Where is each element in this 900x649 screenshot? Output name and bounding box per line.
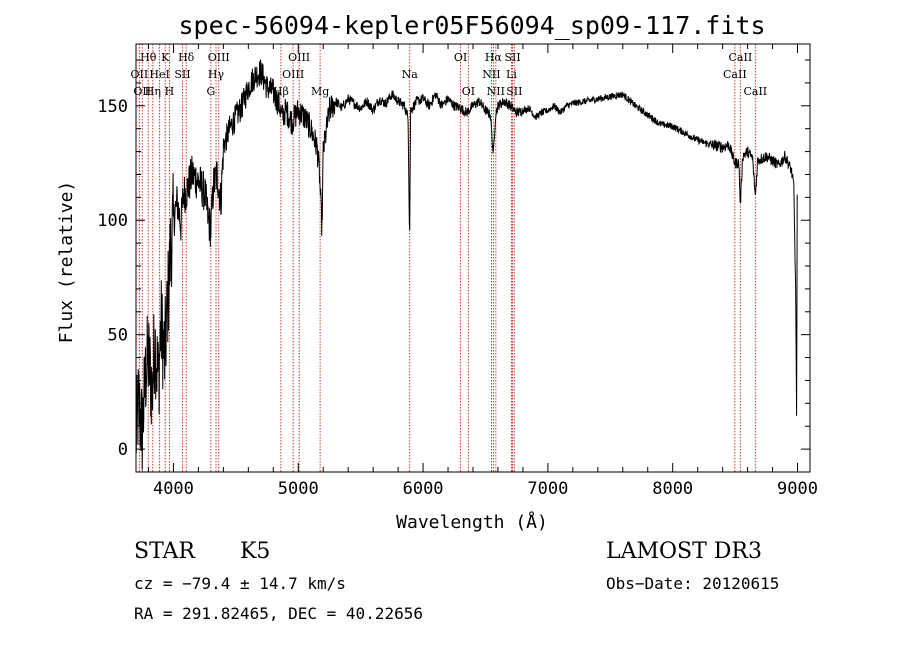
- y-axis-label: Flux (relative): [56, 181, 77, 344]
- spectral-line-label: Na: [402, 68, 419, 81]
- y-tick-label: 100: [97, 211, 128, 231]
- spectral-line-label: Li: [506, 68, 517, 81]
- spectral-line-label: Hη: [145, 85, 161, 98]
- object-class: STAR: [134, 539, 196, 564]
- spectral-line-label: Hα: [485, 51, 503, 64]
- coordinates: RA = 291.82465, DEC = 40.22656: [134, 604, 423, 623]
- spectral-line-label: OI: [454, 51, 467, 64]
- spectral-line-label: CaII: [743, 85, 767, 98]
- y-tick-label: 150: [97, 97, 128, 117]
- spectral-line-label: OII: [131, 68, 149, 81]
- survey-name: LAMOST DR3: [606, 539, 762, 564]
- spectral-line-label: OI: [462, 85, 475, 98]
- spectral-line-label: HeI: [149, 68, 169, 81]
- redshift-velocity: cz = −79.4 ± 14.7 km/s: [134, 574, 346, 593]
- spectrum-series-line: [135, 59, 798, 470]
- spectral-line-label: CaII: [723, 68, 747, 81]
- spectral-line-label: NII: [487, 85, 505, 98]
- spectral-line-markers: [138, 44, 756, 472]
- spectral-line-label: CaII: [729, 51, 753, 64]
- spectral-line-label: OII: [133, 85, 151, 98]
- spectral-line-label: NII: [482, 68, 500, 81]
- chart-title: spec-56094-kepler05F56094_sp09-117.fits: [179, 11, 766, 40]
- x-tick-label: 6000: [403, 479, 444, 499]
- spectral-line-label: SII: [174, 68, 190, 81]
- spectral-line-label: OIII: [288, 51, 310, 64]
- y-tick-label: 50: [108, 326, 128, 346]
- spectral-line-label: Hθ: [140, 51, 157, 64]
- x-tick-label: 8000: [652, 479, 693, 499]
- spectral-line-label: Hγ: [208, 68, 225, 81]
- spectral-line-label: H: [165, 85, 175, 98]
- spectral-line-label: SII: [504, 51, 520, 64]
- x-tick-label: 7000: [527, 479, 568, 499]
- object-subclass: K5: [240, 539, 270, 564]
- spectral-line-label: OIII: [208, 51, 230, 64]
- x-tick-label: 4000: [153, 479, 194, 499]
- y-tick-label: 0: [118, 440, 128, 460]
- x-axis-ticks: 4000 5000 6000 7000 8000 9000: [147, 44, 818, 499]
- x-tick-label: 5000: [278, 479, 319, 499]
- spectral-line-label: OIII: [282, 68, 304, 81]
- x-tick-label: 9000: [777, 479, 818, 499]
- spectral-line-label: Mg: [311, 85, 329, 98]
- spectral-line-labels: OIIOIIHθHηHeIKHSIIHδGHγOIIIHβOIIIOIIIMgN…: [131, 51, 768, 98]
- y-axis-ticks: 0 50 100 150: [97, 59, 810, 473]
- spectral-line-label: K: [161, 51, 170, 64]
- spectral-line-label: Hδ: [178, 51, 195, 64]
- observation-date: Obs−Date: 20120615: [606, 574, 779, 593]
- x-axis-label: Wavelength (Å): [396, 511, 548, 533]
- spectral-line-label: SII: [506, 85, 522, 98]
- spectral-line-label: G: [206, 85, 215, 98]
